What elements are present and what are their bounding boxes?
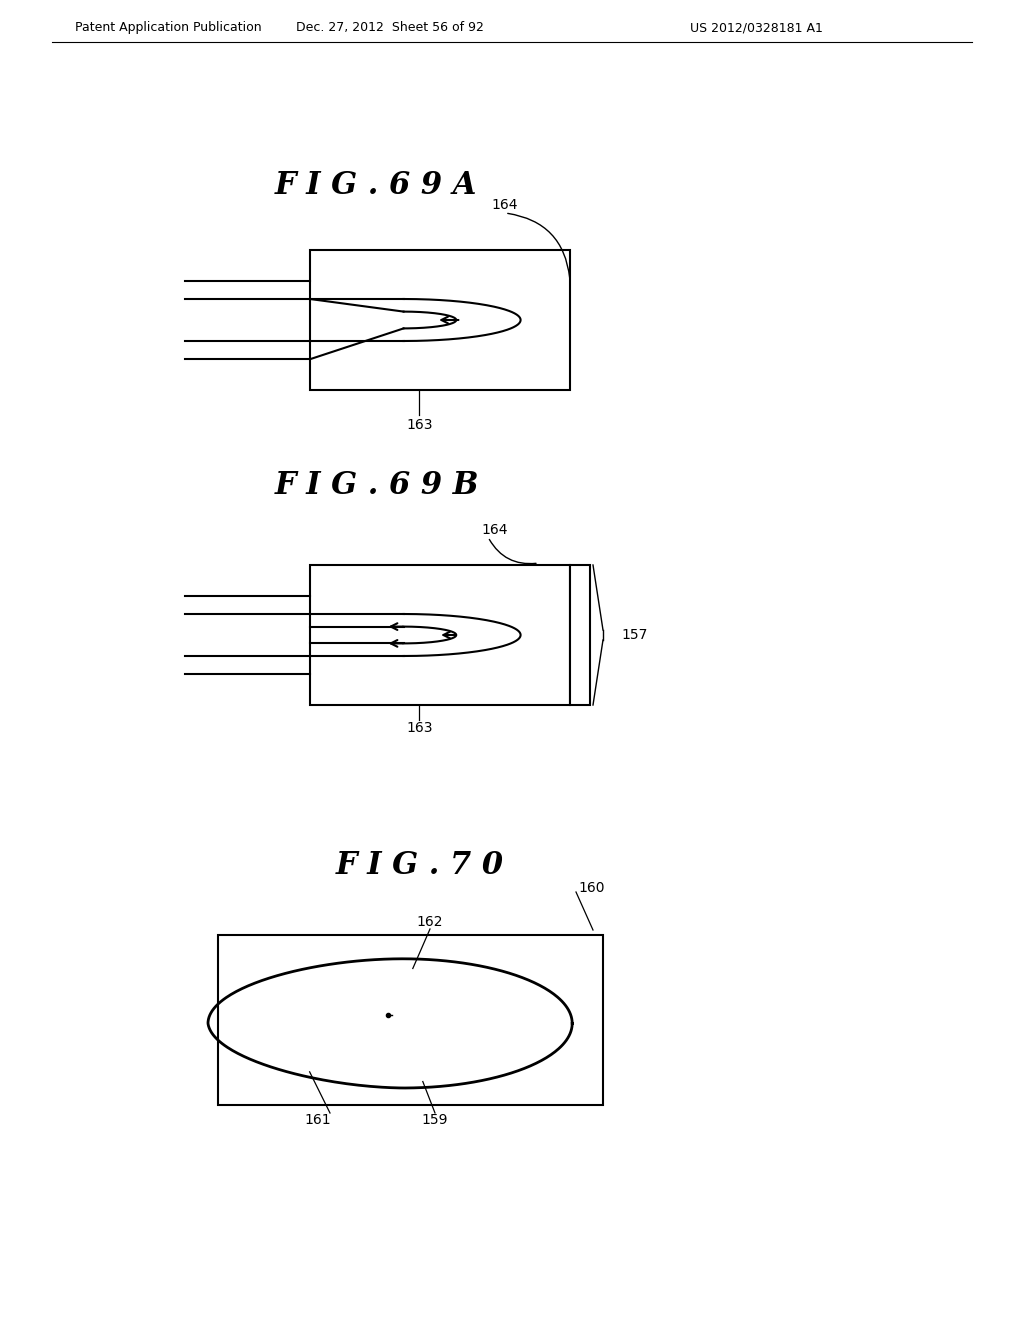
Text: Dec. 27, 2012  Sheet 56 of 92: Dec. 27, 2012 Sheet 56 of 92 <box>296 21 484 34</box>
Text: 159: 159 <box>422 1113 449 1127</box>
Text: F I G . 7 0: F I G . 7 0 <box>336 850 504 880</box>
Text: 162: 162 <box>417 915 443 929</box>
Text: Patent Application Publication: Patent Application Publication <box>75 21 261 34</box>
Text: 164: 164 <box>492 198 518 213</box>
Bar <box>218 935 603 1105</box>
Text: 164: 164 <box>481 523 508 537</box>
Text: US 2012/0328181 A1: US 2012/0328181 A1 <box>690 21 823 34</box>
Bar <box>570 565 590 705</box>
Text: 157: 157 <box>621 628 647 642</box>
Bar <box>310 565 570 705</box>
Text: 163: 163 <box>406 418 432 432</box>
Text: 163: 163 <box>406 721 432 735</box>
Text: 160: 160 <box>578 880 604 895</box>
Text: 161: 161 <box>305 1113 332 1127</box>
Bar <box>310 249 570 389</box>
Text: F I G . 6 9 B: F I G . 6 9 B <box>275 470 479 500</box>
Text: F I G . 6 9 A: F I G . 6 9 A <box>275 169 477 201</box>
